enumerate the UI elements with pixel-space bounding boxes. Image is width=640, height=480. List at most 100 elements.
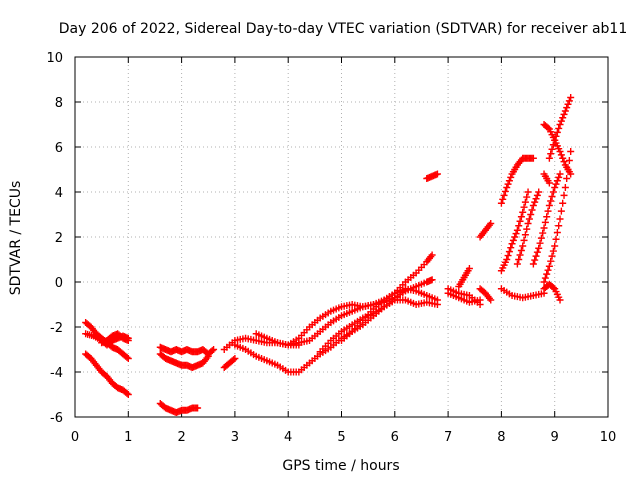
x-tick-label: 2	[177, 430, 185, 445]
data-point	[559, 199, 567, 207]
data-point	[549, 141, 557, 149]
y-tick-label: -2	[50, 321, 63, 336]
data-point	[555, 124, 563, 132]
data-point	[520, 236, 528, 244]
data-point	[557, 151, 565, 159]
data-point	[536, 239, 544, 247]
data-point	[551, 242, 559, 250]
data-point	[556, 121, 564, 128]
x-tick-label: 4	[284, 430, 292, 445]
data-point	[529, 154, 537, 162]
data-point	[505, 177, 513, 185]
data-point	[194, 404, 202, 412]
grid-lines	[75, 57, 608, 417]
data-point	[123, 353, 131, 361]
data-point	[561, 184, 569, 191]
x-tick-label: 7	[444, 430, 452, 445]
data-point	[545, 202, 553, 209]
data-point	[535, 188, 543, 196]
data-point	[503, 256, 511, 263]
data-point	[124, 337, 132, 344]
data-point	[553, 128, 561, 136]
data-point	[513, 226, 521, 234]
data-point	[549, 188, 557, 196]
x-tick-label: 1	[124, 430, 132, 445]
y-tick-label: 10	[46, 51, 63, 66]
data-point	[204, 352, 212, 360]
chart-title: Day 206 of 2022, Sidereal Day-to-day VTE…	[59, 21, 628, 37]
data-point	[545, 262, 553, 270]
x-tick-label: 3	[231, 430, 239, 445]
data-point	[533, 248, 541, 256]
y-tick-label: 0	[55, 276, 63, 291]
data-point	[543, 213, 551, 221]
data-point	[497, 199, 505, 207]
data-point	[565, 157, 573, 164]
data-point	[512, 230, 520, 238]
data-point	[539, 229, 547, 237]
data-point	[557, 117, 565, 125]
data-point	[544, 124, 552, 132]
data-point	[531, 198, 539, 206]
data-point	[529, 202, 537, 209]
data-point	[476, 296, 484, 304]
data-point	[509, 236, 517, 244]
data-point	[567, 94, 575, 101]
data-point	[124, 355, 132, 362]
data-point	[561, 107, 569, 115]
data-point	[504, 252, 512, 260]
data-point	[525, 215, 533, 223]
data-point	[521, 231, 529, 239]
data-point	[556, 148, 564, 155]
data-point	[567, 148, 575, 155]
x-tick-label: 8	[497, 430, 505, 445]
data-point	[501, 187, 509, 195]
data-point	[556, 170, 564, 178]
data-point	[533, 191, 541, 199]
data-point	[559, 114, 567, 122]
y-tick-label: -6	[50, 411, 63, 426]
data-point	[567, 170, 575, 178]
data-point	[428, 251, 436, 259]
data-point	[555, 173, 563, 181]
x-tick-label: 6	[391, 430, 399, 445]
data-point	[516, 217, 524, 225]
data-point	[500, 191, 508, 199]
y-tick-label: 8	[55, 96, 63, 111]
data-point	[513, 260, 521, 268]
data-point	[521, 198, 529, 206]
data-point	[549, 247, 557, 255]
data-point	[231, 355, 239, 362]
data-point	[124, 391, 132, 398]
y-tick-label: 6	[55, 141, 63, 156]
data-point	[507, 173, 515, 181]
data-point	[523, 225, 531, 233]
data-point	[508, 240, 516, 248]
axis-ticks: 0 1 2 3 4 5 6 7 8 9 10 -6 -4 -2 0 2 4 6 8 10	[46, 51, 616, 445]
data-point	[527, 211, 535, 218]
data-point	[515, 222, 523, 230]
y-tick-label: 2	[55, 231, 63, 246]
x-axis-label: GPS time / hours	[282, 458, 399, 474]
data-point	[563, 104, 571, 112]
data-point	[540, 278, 548, 286]
x-tick-label: 0	[71, 430, 79, 445]
data-point	[524, 188, 532, 196]
data-point	[553, 229, 561, 236]
data-point	[552, 180, 560, 188]
x-tick-label: 9	[551, 430, 559, 445]
data-point	[511, 233, 519, 241]
data-point	[544, 207, 552, 215]
data-point	[504, 180, 512, 188]
data-point	[548, 252, 556, 260]
data-point	[517, 247, 525, 254]
data-point	[547, 150, 555, 158]
data-point	[465, 265, 473, 272]
data-point	[505, 248, 513, 256]
data-point	[517, 213, 525, 221]
data-point	[537, 234, 545, 242]
data-point	[507, 244, 515, 252]
data-points	[82, 94, 575, 416]
